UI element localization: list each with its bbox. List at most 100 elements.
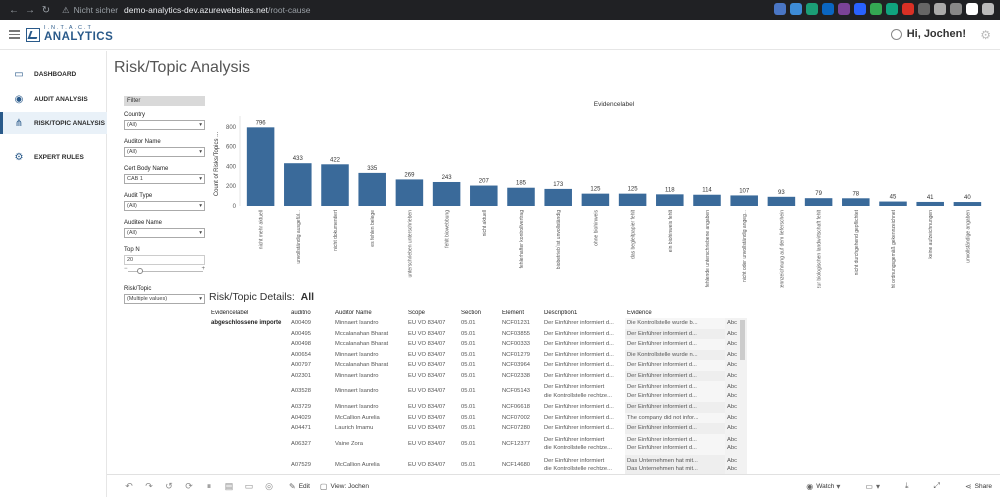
category-label: fehlende biokennzeichnung auf dem liefer…: [779, 210, 785, 288]
extension-icon[interactable]: [822, 3, 834, 15]
pause-icon[interactable]: ⏸: [206, 480, 212, 491]
extension-icon[interactable]: [934, 3, 946, 15]
col-header[interactable]: Section: [461, 310, 482, 316]
extension-icon[interactable]: [838, 3, 850, 15]
user-greeting[interactable]: Hi, Jochen!: [890, 28, 966, 40]
table-cell: A04029: [291, 414, 311, 421]
col-header[interactable]: Element: [502, 310, 525, 316]
col-header[interactable]: auditno: [291, 310, 311, 316]
redo-icon[interactable]: ↷: [145, 480, 153, 491]
category-label: unvollständige angaben: [965, 210, 971, 263]
extension-icon[interactable]: [982, 3, 994, 15]
category-label: fehlerhafter kontrollvertrag: [519, 210, 525, 269]
edit-button[interactable]: ✎ Edit: [289, 481, 310, 491]
table-row[interactable]: A04029 McCallion Aurelia EU VO 834/07 05.01…: [289, 412, 747, 423]
slider-thumb[interactable]: [137, 268, 143, 274]
table-cell: 05.01: [461, 362, 476, 369]
refresh-icon[interactable]: ⟳: [185, 480, 193, 491]
extension-icon[interactable]: [870, 3, 882, 15]
extension-icon[interactable]: [886, 3, 898, 15]
table-cell: EU VO 834/07: [408, 341, 446, 348]
minus-icon[interactable]: −: [124, 266, 128, 272]
y-tick-label: 0: [233, 204, 237, 210]
table-row[interactable]: A03528 Minnaert Isandro EU VO 834/07 05.01 N…: [289, 381, 747, 402]
table-cell: Der Einführer informiert d... Der Einfüh…: [625, 381, 725, 402]
table-row[interactable]: A07529 McCallion Aurelia EU VO 834/07 05.01…: [289, 454, 747, 476]
back-arrow-icon[interactable]: ←: [9, 4, 19, 16]
sidebar-item-expert-rules[interactable]: ⚙ EXPERT RULES: [0, 146, 107, 168]
view-icon: ▢: [319, 481, 328, 491]
extension-icon[interactable]: [966, 3, 978, 15]
bar-value-label: 125: [590, 187, 601, 193]
undo-icon[interactable]: ↶: [125, 480, 133, 491]
table-cell: A06327: [291, 440, 311, 447]
plus-icon[interactable]: +: [201, 266, 205, 272]
table-cell: A02301: [291, 372, 311, 379]
extension-icon[interactable]: [790, 3, 802, 15]
address-bar[interactable]: ⚠ Nicht sicher demo-analytics-dev.azurew…: [62, 3, 311, 18]
col-header[interactable]: Description1: [544, 310, 578, 316]
table-row[interactable]: A02301 Minnaert Isandro EU VO 834/07 05.01 N…: [289, 370, 747, 381]
sidebar-item-risk-topic-analysis[interactable]: ⋔ RISK/TOPIC ANALYSIS: [0, 112, 107, 134]
extension-icon[interactable]: [950, 3, 962, 15]
extension-icon[interactable]: [918, 3, 930, 15]
risk-topic-select[interactable]: (Multiple values) ▾: [124, 294, 205, 304]
table-row[interactable]: A00495 Mccalanahan Bharat EU VO 834/07 05.0…: [289, 328, 747, 339]
forward-arrow-icon[interactable]: →: [25, 4, 35, 16]
table-row[interactable]: A06327 Vaine Zora EU VO 834/07 05.01 NCF1237…: [289, 433, 747, 455]
table-cell: EU VO 834/07: [408, 351, 446, 358]
fullscreen-button[interactable]: ⤢: [934, 481, 943, 491]
bar-value-label: 93: [778, 190, 785, 196]
chart-bar: [544, 188, 572, 206]
download-button[interactable]: ⤓: [905, 481, 912, 491]
col-header[interactable]: Auditor Name: [335, 310, 372, 316]
extension-icon[interactable]: [774, 3, 786, 15]
menu-icon[interactable]: [9, 28, 20, 41]
audit-type-select[interactable]: (All) ▾: [124, 201, 205, 211]
share-button[interactable]: ⋖ Share: [964, 481, 992, 491]
view-button[interactable]: ▢ View: Jochen: [319, 481, 370, 491]
reload-icon[interactable]: ↻: [41, 4, 51, 16]
table-cell: 05.01: [461, 372, 476, 379]
category-label: nicht oder unvollständig angeg...: [742, 210, 748, 282]
comment-button[interactable]: ▭ ▾: [865, 482, 883, 491]
auditee-name-select[interactable]: (All) ▾: [124, 228, 205, 238]
extension-icon[interactable]: [806, 3, 818, 15]
app-header: I.N.T.A.C.T ANALYTICS Hi, Jochen! ⚙: [0, 20, 1000, 50]
watch-button[interactable]: ◉ Watch ▾: [806, 481, 841, 491]
table-row[interactable]: A00409 Minnaert Isandro EU VO 834/07 05.01 N…: [289, 318, 747, 329]
url-path: /root-cause: [267, 5, 311, 15]
table-row[interactable]: A00498 Mccalanahan Bharat EU VO 834/07 05.0…: [289, 339, 747, 350]
table-cell: Minnaert Isandro: [335, 404, 379, 411]
chevron-down-icon: ▾: [199, 203, 202, 209]
table-cell: Vaine Zora: [335, 440, 363, 447]
auditor-name-select[interactable]: (All) ▾: [124, 147, 205, 157]
scrollbar-thumb[interactable]: [740, 320, 745, 360]
revert-icon[interactable]: ↺: [165, 480, 173, 491]
table-cell: Abc: [725, 328, 747, 339]
alerts-icon[interactable]: ▭: [244, 480, 254, 491]
extension-icon[interactable]: [902, 3, 914, 15]
table-row[interactable]: A04471 Laurich Imamu EU VO 834/07 05.01 NCF0…: [289, 423, 747, 434]
sidebar-item-label: AUDIT ANALYSIS: [34, 95, 88, 103]
data-source-icon[interactable]: ▤: [224, 480, 234, 491]
top-n-slider[interactable]: − +: [124, 266, 205, 274]
extension-icon[interactable]: [854, 3, 866, 15]
sidebar-item-dashboard[interactable]: ▭ DASHBOARD: [0, 63, 107, 85]
col-header[interactable]: Scope: [408, 310, 426, 316]
table-row[interactable]: A00654 Minnaert Isandro EU VO 834/07 05.01 N…: [289, 349, 747, 360]
bar-value-label: 41: [927, 195, 934, 201]
sidebar-item-audit-analysis[interactable]: ◉ AUDIT ANALYSIS: [0, 88, 107, 110]
gear-icon[interactable]: ⚙: [980, 28, 991, 42]
metrics-icon[interactable]: ◎: [265, 480, 273, 491]
cert-body-select[interactable]: CAB 1 ▾: [124, 174, 205, 184]
table-row[interactable]: A00797 Mccalanahan Bharat EU VO 834/07 05.0…: [289, 360, 747, 371]
top-n-input[interactable]: 20: [124, 255, 205, 265]
logo[interactable]: I.N.T.A.C.T ANALYTICS: [26, 25, 113, 43]
table-scrollbar[interactable]: [739, 318, 746, 468]
col-header[interactable]: Evidencelabel: [211, 310, 249, 316]
table-row[interactable]: A03729 Minnaert Isandro EU VO 834/07 05.01 N…: [289, 402, 747, 413]
category-label: biobetrieb´ist unvollständig: [556, 210, 562, 269]
country-select[interactable]: (All) ▾: [124, 120, 205, 130]
col-header[interactable]: Evidence: [627, 310, 652, 316]
